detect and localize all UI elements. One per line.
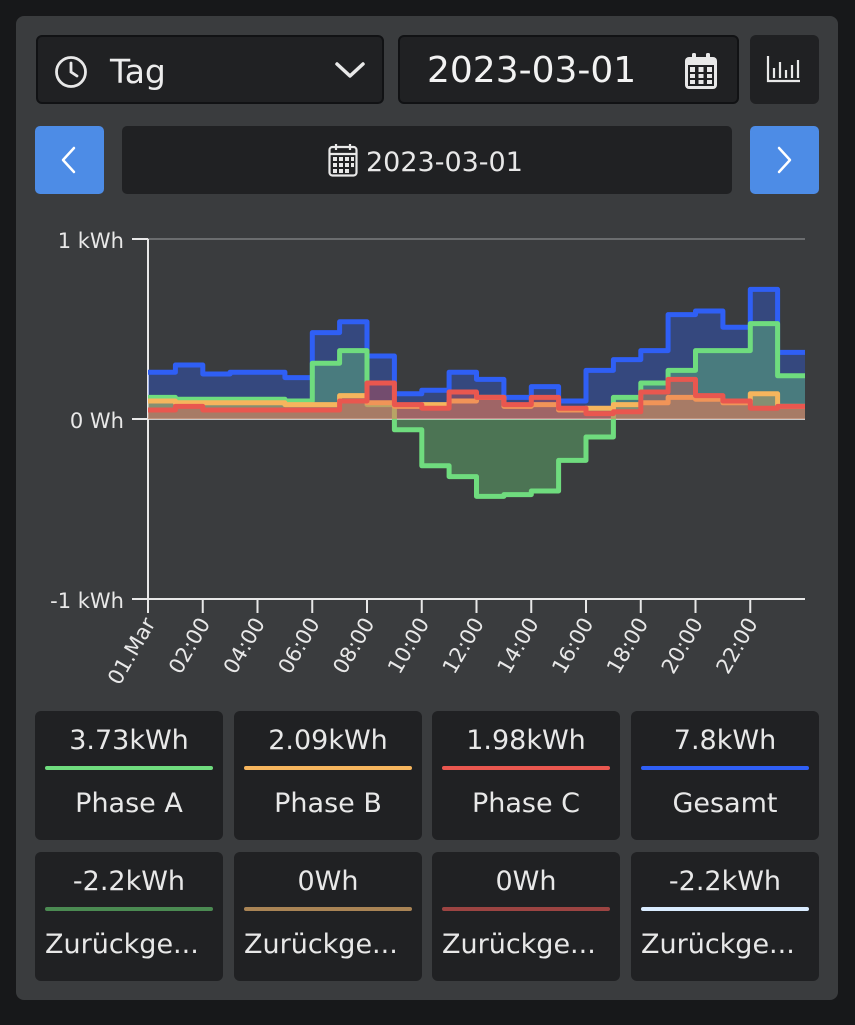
summary-card-returned-b[interactable]: 0Wh Zurückge...	[234, 852, 422, 981]
clock-icon	[54, 55, 88, 93]
card-value: 3.73kWh	[69, 725, 189, 756]
y-axis-label: 1 kWh	[58, 229, 124, 253]
previous-day-button[interactable]	[35, 126, 104, 194]
card-label: Phase B	[274, 788, 382, 819]
summary-card-phase-a[interactable]: 3.73kWh Phase A	[35, 711, 223, 840]
x-tick-label: 16:00	[547, 614, 598, 678]
chevron-down-icon	[334, 59, 366, 85]
card-label: Phase C	[471, 788, 581, 819]
card-value: -2.2kWh	[668, 866, 782, 897]
x-tick-label: 20:00	[657, 614, 708, 678]
calendar-icon	[328, 143, 358, 181]
card-value: -2.2kWh	[72, 866, 186, 897]
card-color-line	[244, 907, 412, 911]
card-value: 7.8kWh	[673, 725, 777, 756]
card-label: Phase A	[75, 788, 183, 819]
summary-card-returned-a[interactable]: -2.2kWh Zurückge...	[35, 852, 223, 981]
summary-card-phase-b[interactable]: 2.09kWh Phase B	[234, 711, 422, 840]
date-input[interactable]: 2023-03-01	[398, 35, 739, 104]
card-color-line	[442, 907, 610, 911]
x-tick-label: 06:00	[274, 614, 325, 678]
card-color-line	[244, 766, 412, 770]
x-axis-ticks: 01.Mar 02:00 04:00 06:00 08:00 10:00 12:00 14:0…	[103, 599, 763, 689]
chart-toggle-button[interactable]	[750, 35, 819, 104]
date-bar-label: 2023-03-01	[366, 146, 523, 178]
card-label: Zurückge...	[244, 929, 398, 960]
card-value: 0Wh	[495, 866, 557, 897]
energy-chart[interactable]: 1 kWh 0 Wh -1 kWh 01.Mar 02:00 04:00 06:00 0…	[0, 200, 855, 705]
y-axis-label: -1 kWh	[50, 589, 124, 613]
chart-series	[148, 286, 805, 499]
period-select[interactable]: Tag	[36, 35, 384, 104]
summary-card-phase-c[interactable]: 1.98kWh Phase C	[432, 711, 620, 840]
summary-card-total[interactable]: 7.8kWh Gesamt	[631, 711, 819, 840]
summary-card-returned-c[interactable]: 0Wh Zurückge...	[432, 852, 620, 981]
x-tick-label: 12:00	[438, 614, 489, 678]
card-color-line	[442, 766, 610, 770]
period-select-value: Tag	[110, 52, 166, 91]
x-tick-label: 08:00	[328, 614, 379, 678]
y-axis-label: 0 Wh	[70, 409, 124, 433]
card-label: Zurückge...	[641, 929, 795, 960]
x-tick-label: 18:00	[602, 614, 653, 678]
x-tick-label: 14:00	[493, 614, 544, 678]
x-tick-label: 02:00	[164, 614, 215, 678]
card-color-line	[45, 766, 213, 770]
card-color-line	[45, 907, 213, 911]
card-label: Zurückge...	[45, 929, 199, 960]
card-value: 0Wh	[297, 866, 359, 897]
calendar-icon[interactable]	[685, 53, 717, 93]
date-display-bar[interactable]: 2023-03-01	[122, 126, 732, 194]
card-value: 2.09kWh	[268, 725, 388, 756]
card-color-line	[641, 907, 809, 911]
next-day-button[interactable]	[750, 126, 819, 194]
card-color-line	[641, 766, 809, 770]
card-label: Zurückge...	[442, 929, 596, 960]
x-tick-label: 04:00	[219, 614, 270, 678]
date-input-value: 2023-03-01	[427, 50, 637, 91]
x-tick-label: 10:00	[383, 614, 434, 678]
summary-card-returned-total[interactable]: -2.2kWh Zurückge...	[631, 852, 819, 981]
series-line-phase_c	[148, 376, 805, 417]
x-tick-label: 01.Mar	[103, 613, 160, 689]
series-line-phase_a	[148, 321, 805, 499]
series-line-total	[148, 286, 805, 404]
card-value: 1.98kWh	[466, 725, 586, 756]
card-label: Gesamt	[672, 788, 778, 819]
x-tick-label: 22:00	[712, 614, 763, 678]
